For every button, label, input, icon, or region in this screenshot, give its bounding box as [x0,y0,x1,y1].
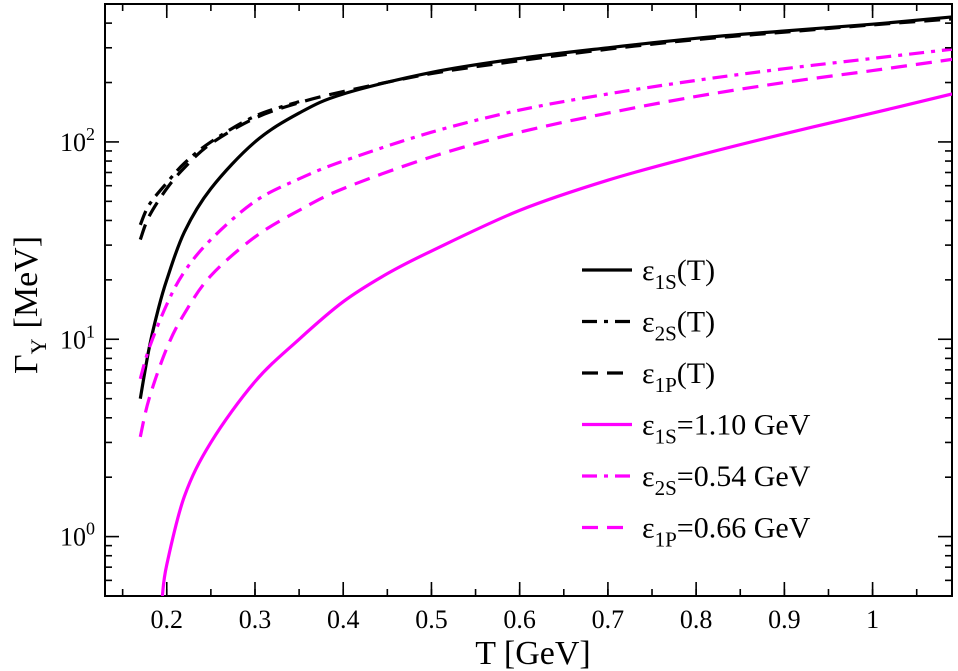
plot-area [104,3,953,597]
y-axis-label: ΓΥ [MeV] [8,236,51,374]
legend-label-1s-black-solid: ε1S(T) [642,254,715,294]
svg-text:ΓΥ[MeV]: ΓΥ [MeV] [8,236,51,374]
legend-label-1p-magenta-dashed: ε1P=0.66 GeV [642,512,811,552]
plot-frame [104,3,953,597]
x-tick-label: 0.5 [415,605,448,634]
y-tick-label: 101 [60,321,95,354]
x-axis-label: T [GeV] [475,635,591,671]
x-tick-label: 0.9 [768,605,801,634]
x-tick-label: 0.8 [680,605,713,634]
series-line-1s-black-solid [138,15,952,399]
legend-label-1p-black-dashed: ε1P(T) [642,357,715,397]
x-tick-label: 1 [866,605,879,634]
y-axis-label-sub: Υ [26,338,51,354]
x-tick-label: 0.2 [151,605,184,634]
y-axis: 100 101 102 [60,3,952,597]
series-line-1s-magenta-solid [160,92,952,596]
legend: ε1S(T) ε2S(T) ε1P(T) ε1S=1.10 GeV ε2S=0.54 G… [582,254,811,552]
series-layer [138,15,952,596]
y-axis-label-main: Γ [8,354,45,374]
legend-label-2s-magenta-dashdot: ε2S=0.54 GeV [642,460,811,500]
series-line-2s-black-dashdot [138,100,300,226]
y-tick-label: 102 [60,124,95,157]
x-tick-label: 0.3 [239,605,272,634]
x-tick-label: 0.7 [592,605,625,634]
x-tick-label: 0.4 [327,605,360,634]
legend-label-2s-black-dashdot: ε2S(T) [642,306,715,346]
series-line-1p-magenta-dashed [138,57,952,438]
series-line-1p-black-dashed [138,17,952,241]
x-tick-label: 0.6 [503,605,536,634]
y-axis-label-unit: [MeV] [8,236,45,329]
x-axis: 0.2 0.3 0.4 0.5 0.6 0.7 0.8 0.9 1 [121,4,918,634]
series-line-2s-magenta-dashdot [138,47,952,380]
y-tick-label: 100 [60,519,95,552]
legend-label-1s-magenta-solid: ε1S=1.10 GeV [642,409,811,449]
